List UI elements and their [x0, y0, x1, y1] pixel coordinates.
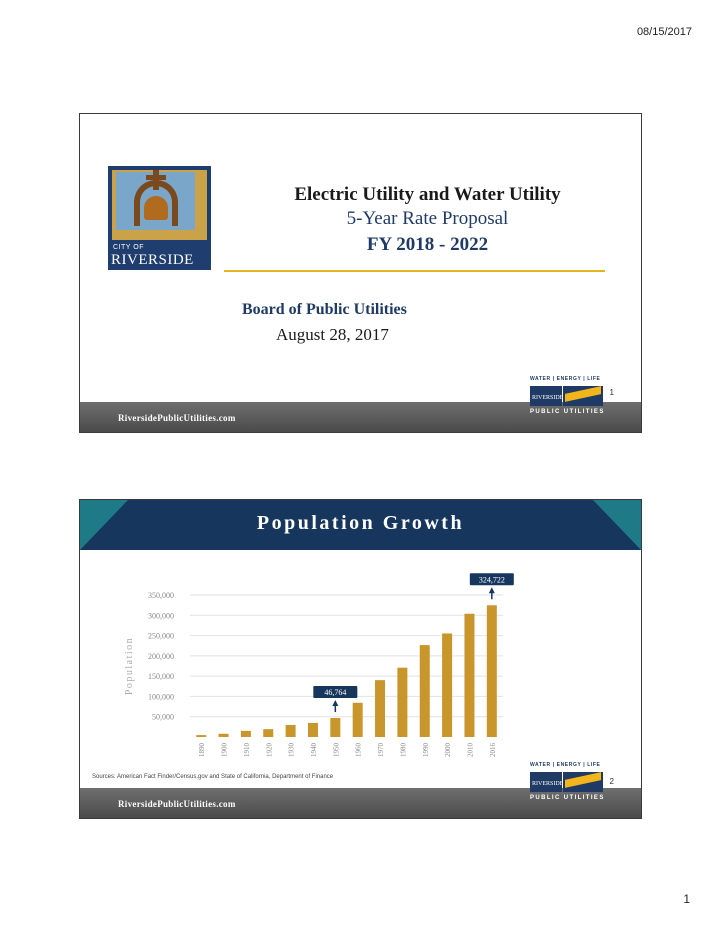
slide-title: Population Growth [256, 512, 465, 534]
bar [307, 722, 318, 737]
slide-number: 1 [609, 388, 614, 397]
y-tick-label: 250,000 [148, 632, 174, 641]
x-tick-label: 1890 [198, 743, 206, 758]
header-date: 08/15/2017 [636, 26, 692, 38]
bar [218, 733, 229, 737]
cross-icon [153, 170, 159, 190]
footer-url: RiversidePublicUtilities.com [118, 799, 236, 809]
page-number: 1 [683, 892, 690, 906]
bar [263, 729, 274, 737]
bar [240, 730, 251, 737]
y-tick-label: 50,000 [152, 713, 174, 722]
x-tick-label: 2000 [444, 743, 452, 758]
city-of-riverside-logo: CITY OF RIVERSIDE [108, 166, 211, 270]
rpu-logo: WATER | ENERGY | LIFE RIVERSIDE PUBLIC U… [530, 376, 605, 415]
sources-note: Sources: American Fact Finder/Census.gov… [92, 774, 334, 780]
bar [397, 667, 408, 737]
slide-number: 2 [609, 777, 614, 786]
rpu-logo: WATER | ENERGY | LIFE RIVERSIDE PUBLIC U… [530, 762, 605, 801]
annotation-box [313, 686, 358, 699]
annotation-box [469, 573, 514, 586]
bar [352, 702, 363, 737]
presentation-date: August 28, 2017 [276, 325, 389, 344]
x-tick-label: 1990 [422, 743, 430, 758]
title-divider [224, 270, 605, 272]
x-tick-label: 1940 [310, 743, 318, 758]
x-tick-label: 1910 [243, 743, 251, 758]
annotation-label: 324,722 [479, 575, 505, 584]
arrowhead [488, 587, 495, 594]
bar [419, 645, 430, 737]
x-tick-label: 1930 [288, 743, 296, 758]
y-tick-label: 100,000 [148, 692, 174, 701]
x-tick-label: 1950 [332, 743, 340, 758]
slide-footer [80, 788, 641, 818]
population-bar-chart: 50,000 100,000 150,000 200,000 250,000 300,00… [124, 573, 514, 758]
y-tick-label: 350,000 [148, 591, 174, 600]
bar [442, 633, 453, 737]
bar [330, 718, 341, 737]
bar [196, 735, 207, 737]
bell-icon [144, 196, 168, 220]
y-tick-label: 150,000 [148, 672, 174, 681]
y-axis-label: Population [124, 637, 135, 695]
y-tick-label: 300,000 [148, 611, 174, 620]
title-slide: CITY OF RIVERSIDE Electric Utility and W… [79, 113, 642, 433]
slide-title-line3: FY 2018 - 2022 [366, 234, 489, 255]
footer-url: RiversidePublicUtilities.com [118, 413, 236, 423]
bar [375, 680, 386, 737]
slide-banner: Population Growth [80, 500, 641, 550]
x-tick-label: 1980 [399, 743, 407, 758]
x-tick-label: 1960 [355, 743, 363, 758]
bar [464, 613, 475, 737]
presenter: Board of Public Utilities [242, 301, 407, 318]
population-slide: Population Growth 50,000 100,000 150,000 20… [79, 499, 642, 819]
arrowhead [332, 700, 339, 707]
x-tick-label: 1970 [377, 743, 385, 758]
slide-title-line1: Electric Utility and Water Utility [294, 184, 561, 205]
x-tick-label: 1900 [221, 743, 229, 758]
x-tick-label: 2016 [489, 743, 497, 758]
bar [486, 605, 497, 737]
x-tick-label: 2010 [466, 743, 474, 758]
x-tick-label: 1920 [265, 743, 273, 758]
bar [285, 724, 296, 737]
annotation-label: 46,764 [324, 688, 346, 697]
y-tick-label: 200,000 [148, 652, 174, 661]
slide-title-line2: 5-Year Rate Proposal [346, 208, 509, 229]
slide-footer [80, 402, 641, 432]
